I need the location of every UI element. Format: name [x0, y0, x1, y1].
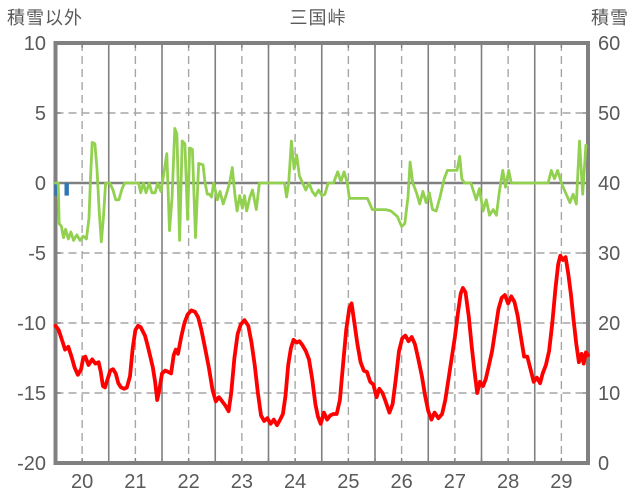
x-axis-label: 21	[124, 471, 146, 493]
right-axis-label: 0	[598, 453, 609, 475]
green-line	[54, 126, 588, 244]
right-axis-title: 積雪	[591, 8, 629, 28]
left-axis-label: -5	[28, 243, 46, 265]
right-axis-label: 20	[598, 313, 620, 335]
red-line	[53, 253, 590, 428]
right-axis-label: 60	[598, 33, 620, 55]
x-axis-label: 25	[337, 471, 359, 493]
x-axis-label: 20	[71, 471, 93, 493]
x-axis-label: 24	[284, 471, 306, 493]
left-axis-label: 10	[24, 33, 46, 55]
right-axis-label: 40	[598, 173, 620, 195]
blue-bars	[54, 183, 59, 196]
right-axis-label: 10	[598, 383, 620, 405]
x-axis-label: 23	[231, 471, 253, 493]
right-axis-label: 50	[598, 103, 620, 125]
x-axis-label: 28	[497, 471, 519, 493]
chart-title: 三国峠	[289, 8, 347, 28]
x-axis-label: 29	[550, 471, 572, 493]
right-axis-label: 30	[598, 243, 620, 265]
x-axis-label: 27	[444, 471, 466, 493]
left-axis-label: -10	[17, 313, 46, 335]
x-axis-label: 26	[391, 471, 413, 493]
blue-bars	[64, 183, 69, 196]
x-axis-label: 22	[178, 471, 200, 493]
left-axis-label: 0	[35, 173, 46, 195]
left-axis-label: 5	[35, 103, 46, 125]
left-axis-label: -20	[17, 453, 46, 475]
left-axis-title: 積雪以外	[7, 8, 83, 28]
left-axis-label: -15	[17, 383, 46, 405]
